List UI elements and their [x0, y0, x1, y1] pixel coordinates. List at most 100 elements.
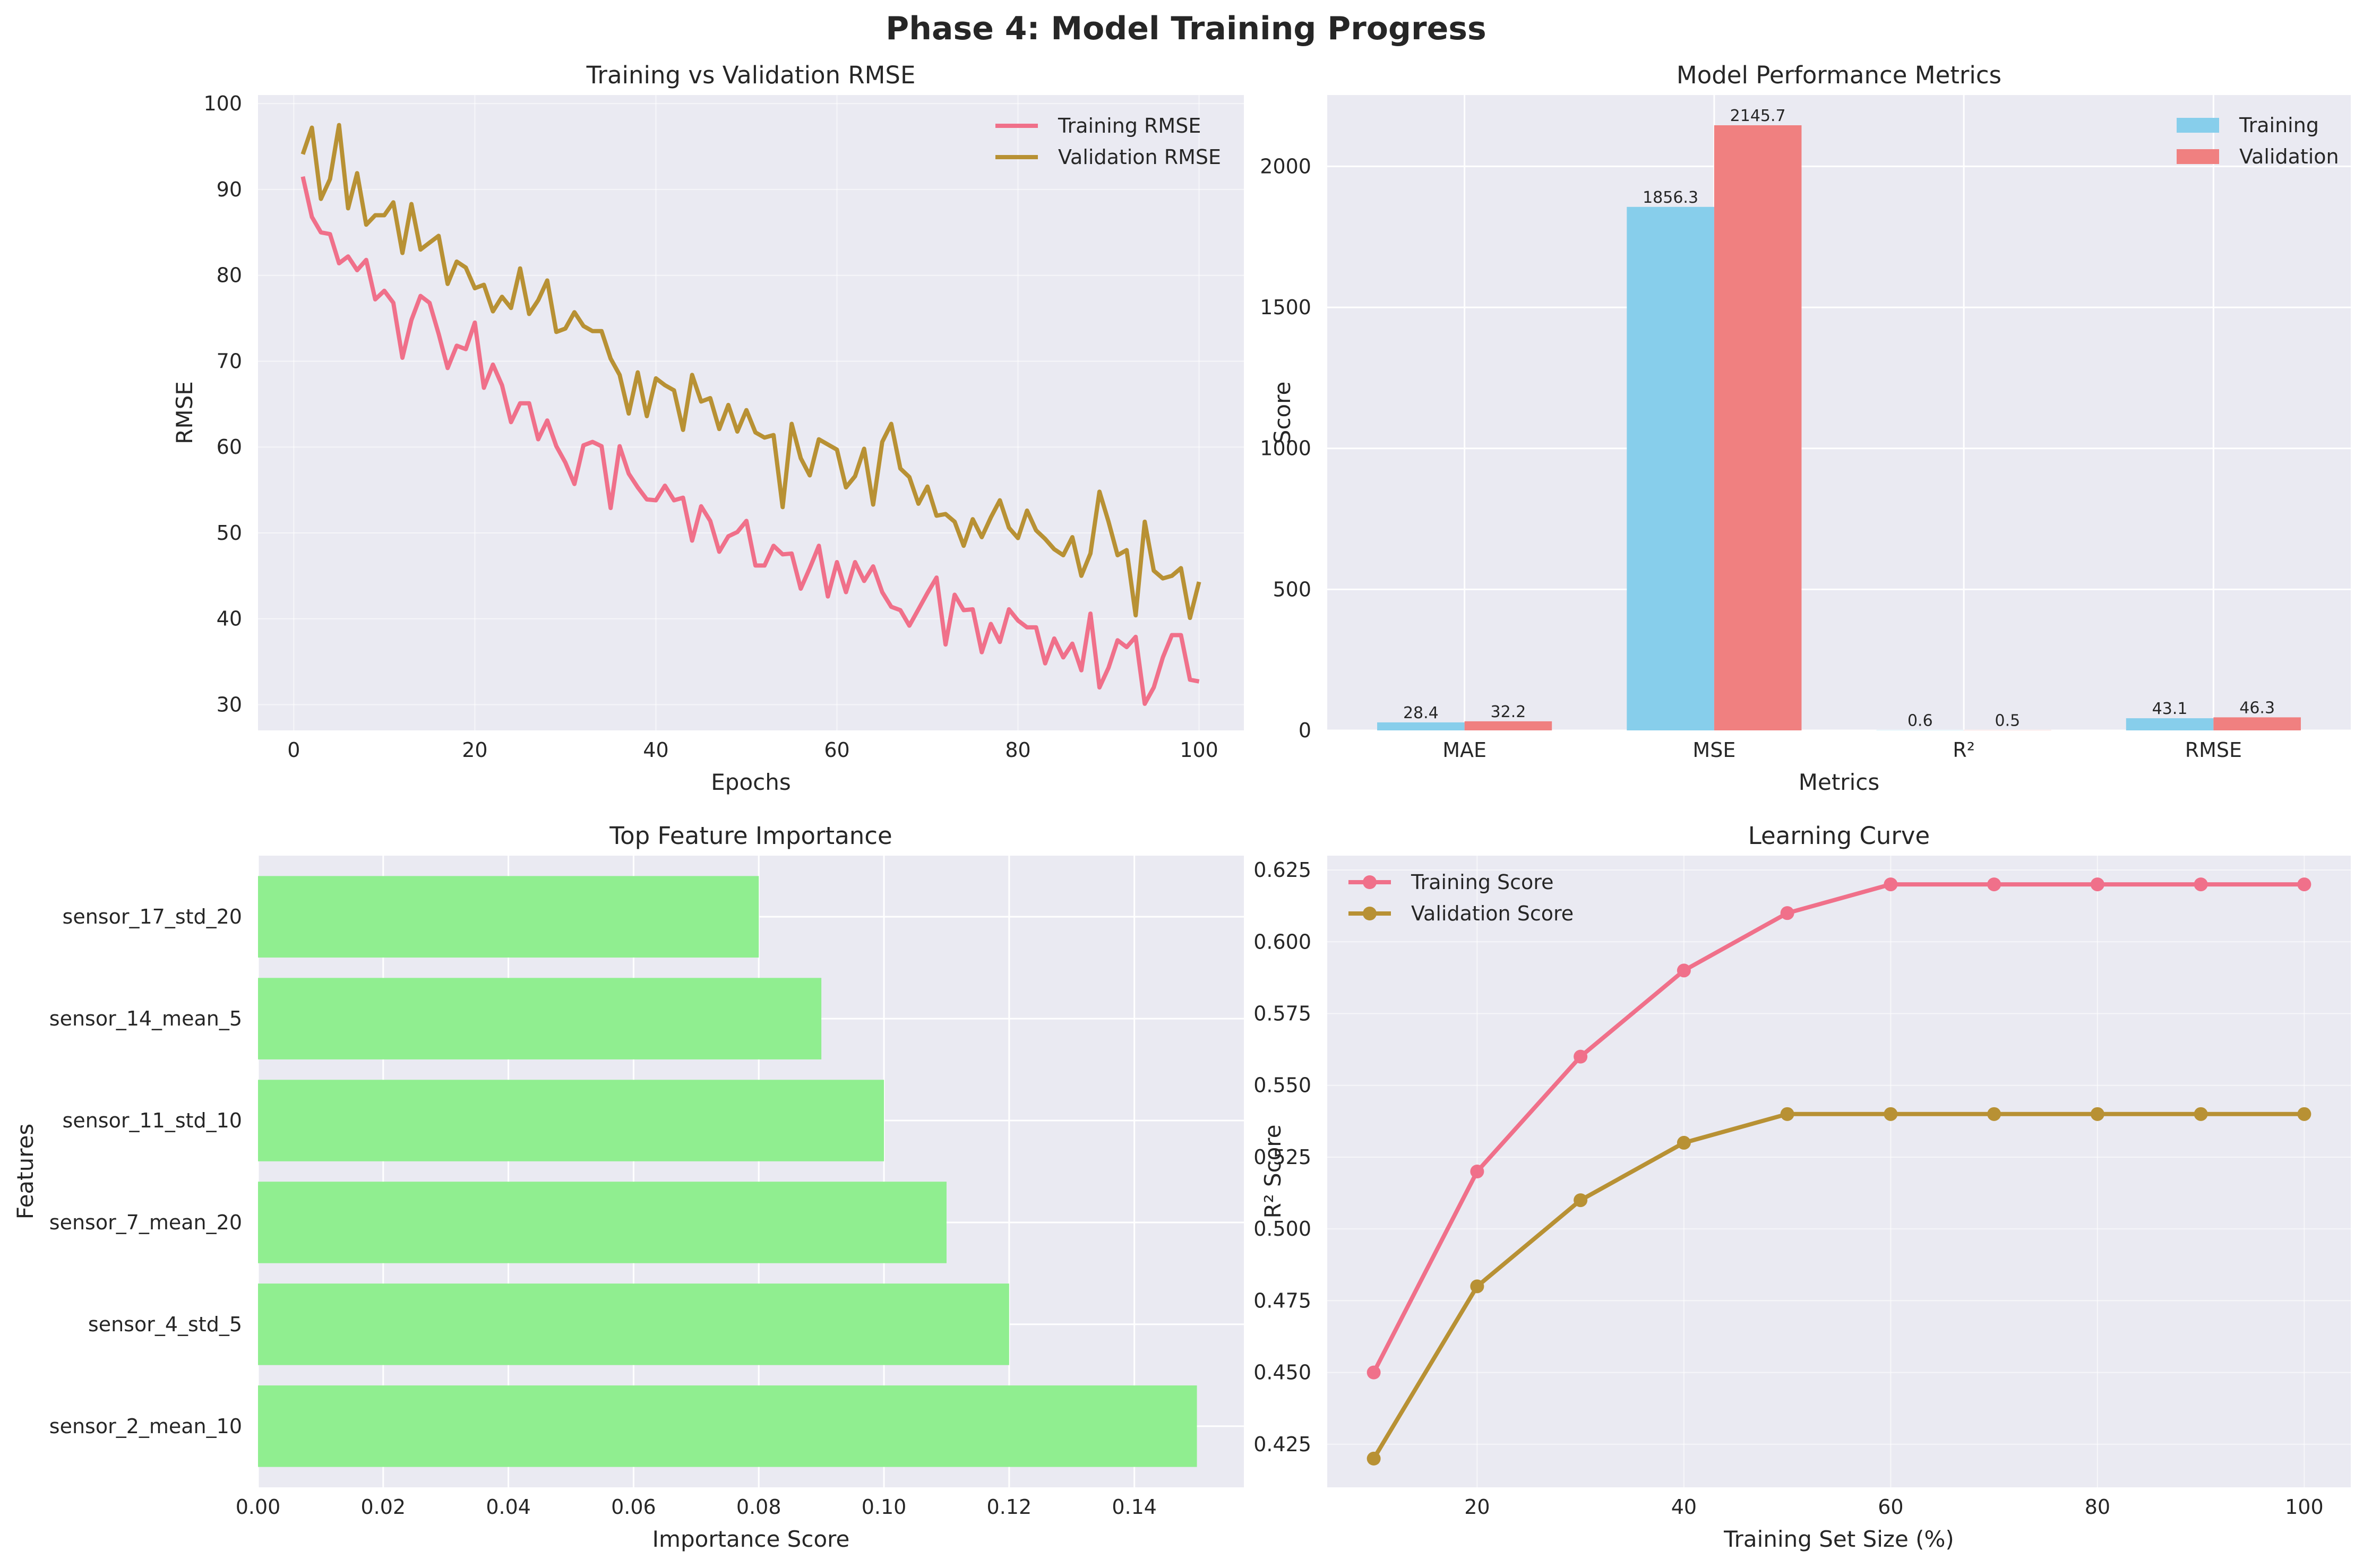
legend-marker — [1363, 875, 1377, 889]
x-tick-label: 100 — [2285, 1495, 2324, 1519]
plot-background — [258, 856, 1244, 1487]
feature-importance-chart: 0.00 0.02 0.04 0.06 0.08 0.10 0.12 0.14 sensor_2… — [12, 822, 1244, 1552]
metrics-bar-chart: 0 500 1000 1500 2000 MAE MSE R² RMSE 28.4 1856.3 0.… — [1260, 61, 2351, 795]
training-score-point — [1367, 1365, 1381, 1380]
y-tick-label: 0.600 — [1253, 930, 1311, 953]
y-tick-label: 0.625 — [1253, 858, 1311, 882]
legend-label: Training Score — [1411, 871, 1553, 894]
y-axis-label: Features — [12, 1124, 38, 1220]
training-score-line — [1372, 882, 2305, 1374]
training-bar — [1627, 206, 1714, 730]
validation-score-point — [2090, 1107, 2104, 1121]
training-score-point — [1677, 963, 1691, 978]
legend-label: Training RMSE — [1058, 114, 1201, 137]
training-score-point — [1470, 1165, 1484, 1178]
y-tick-label: 30 — [217, 693, 242, 716]
y-tick-label: 0.475 — [1253, 1289, 1311, 1312]
y-tick-label: 2000 — [1260, 154, 1311, 178]
x-axis-label: Metrics — [1799, 769, 1879, 795]
y-tick-label: 60 — [217, 435, 242, 459]
rmse-line-chart: 0 20 40 60 80 100 30 40 50 60 70 80 90 100 Training vs… — [171, 61, 1244, 795]
x-tick-label: 40 — [1671, 1495, 1697, 1519]
y-tick-label: sensor_2_mean_10 — [49, 1415, 242, 1438]
validation-score-line — [1372, 1112, 2305, 1460]
feature-importance-bar — [258, 1283, 1009, 1365]
learning-curve-chart: 20 40 60 80 100 0.425 0.450 0.475 0.500 0.525 0.55… — [1253, 822, 2351, 1552]
bar-value-label: 32.2 — [1491, 703, 1526, 721]
x-axis-label: Epochs — [711, 769, 791, 795]
y-tick-label: sensor_17_std_20 — [63, 905, 242, 928]
y-axis-label: R² Score — [1260, 1124, 1286, 1218]
legend-swatch — [2177, 149, 2219, 164]
y-tick-label: 1500 — [1260, 296, 1311, 319]
figure-suptitle: Phase 4: Model Training Progress — [886, 10, 1486, 47]
x-axis-label: Importance Score — [652, 1526, 850, 1552]
plot-background — [258, 95, 1244, 730]
training-score-point — [1780, 906, 1794, 920]
x-tick-label: 40 — [643, 738, 668, 762]
validation-bar — [1714, 125, 1802, 731]
y-tick-label: 40 — [217, 607, 242, 631]
y-tick-label: 70 — [217, 349, 242, 373]
training-bar — [1377, 722, 1465, 730]
validation-bar — [1464, 721, 1552, 730]
bar-value-label: 43.1 — [2152, 700, 2188, 718]
bar-value-label: 1856.3 — [1643, 188, 1698, 207]
x-axis-label: Training Set Size (%) — [1723, 1526, 1954, 1552]
validation-score-point — [1367, 1451, 1381, 1466]
training-score-point — [2194, 877, 2208, 892]
plot-background — [1327, 856, 2351, 1487]
y-tick-label: 0.550 — [1253, 1074, 1311, 1097]
y-tick-label: sensor_14_mean_5 — [49, 1007, 242, 1030]
validation-score-point — [1780, 1107, 1794, 1121]
feature-importance-bar — [258, 1385, 1197, 1467]
legend-label: Validation — [2239, 145, 2339, 168]
validation-rmse-line — [300, 123, 1201, 621]
x-tick-label: 80 — [2085, 1495, 2110, 1519]
x-tick-label: RMSE — [2185, 738, 2242, 762]
validation-bar — [2213, 717, 2301, 730]
validation-score-point — [1677, 1135, 1691, 1150]
x-tick-label: 100 — [1180, 738, 1218, 762]
y-tick-label: sensor_4_std_5 — [88, 1313, 242, 1336]
y-tick-label: 0.525 — [1253, 1145, 1311, 1169]
feature-importance-bar — [258, 1080, 884, 1161]
x-tick-label: 0.06 — [611, 1495, 656, 1519]
x-tick-label: MAE — [1442, 738, 1486, 762]
legend-marker — [1363, 907, 1377, 920]
training-score-point — [1574, 1049, 1588, 1064]
legend-label: Training — [2239, 114, 2319, 137]
y-tick-label: 80 — [217, 264, 242, 287]
bar-value-label: 46.3 — [2239, 699, 2275, 717]
legend-swatch — [2177, 118, 2219, 133]
x-tick-label: 20 — [462, 738, 487, 762]
y-tick-label: 1000 — [1260, 437, 1311, 460]
training-bar — [2126, 718, 2214, 730]
y-tick-label: 0.575 — [1253, 1002, 1311, 1026]
legend-label: Validation RMSE — [1058, 145, 1221, 169]
x-tick-label: 0.14 — [1112, 1495, 1157, 1519]
validation-score-point — [2297, 1107, 2311, 1121]
y-axis-label: RMSE — [171, 381, 197, 444]
x-tick-label: 0.00 — [236, 1495, 281, 1519]
bar-value-label: 0.6 — [1907, 712, 1933, 730]
feature-importance-bar — [258, 978, 822, 1059]
y-tick-label: 500 — [1273, 578, 1311, 601]
chart-title: Model Performance Metrics — [1677, 61, 2001, 89]
plot-background — [1327, 95, 2351, 730]
x-tick-label: 60 — [1878, 1495, 1903, 1519]
y-tick-label: 100 — [203, 92, 242, 115]
x-tick-label: 0.08 — [736, 1495, 781, 1519]
chart-title: Training vs Validation RMSE — [586, 61, 916, 89]
validation-score-point — [1884, 1107, 1898, 1121]
training-score-point — [1987, 877, 2001, 892]
validation-score-point — [1574, 1193, 1588, 1208]
y-tick-label: 90 — [217, 178, 242, 201]
validation-score-point — [2194, 1107, 2208, 1121]
bar-value-label: 2145.7 — [1730, 107, 1786, 125]
validation-score-point — [1987, 1107, 2001, 1121]
y-tick-label: 0.425 — [1253, 1433, 1311, 1456]
training-score-point — [2090, 877, 2104, 892]
y-tick-label: 0.450 — [1253, 1361, 1311, 1384]
